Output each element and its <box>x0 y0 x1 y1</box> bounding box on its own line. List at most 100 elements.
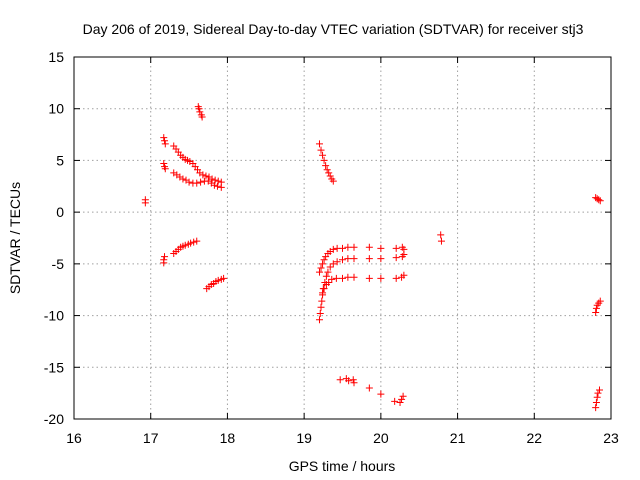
data-point-marker <box>190 238 198 246</box>
x-tick-label: 22 <box>526 430 542 446</box>
data-point-marker <box>187 239 195 247</box>
data-point-marker <box>179 175 187 183</box>
data-point-marker <box>214 276 222 284</box>
data-point-marker <box>213 182 221 190</box>
data-point-marker <box>595 386 603 394</box>
data-point-marker <box>210 181 218 189</box>
data-point-marker <box>160 160 168 168</box>
data-point-marker <box>319 260 327 268</box>
x-tick-label: 18 <box>220 430 236 446</box>
data-point-marker <box>181 241 189 249</box>
axis-ticks: 16 17 18 19 20 21 22 23 -20 -15 -10 -5 0 5 10 15 <box>44 49 619 446</box>
y-tick-label: 10 <box>48 101 64 117</box>
data-point-marker <box>319 289 327 297</box>
data-point-marker <box>344 255 352 263</box>
y-tick-label: 5 <box>56 152 64 168</box>
y-axis-label: SDTVAR / TECUs <box>7 182 23 294</box>
data-point-marker <box>437 237 445 245</box>
data-point-marker <box>592 308 600 316</box>
data-point-marker <box>320 256 328 264</box>
data-point-marker <box>365 255 373 263</box>
data-point-marker <box>329 245 337 253</box>
data-point-marker <box>377 390 385 398</box>
data-point-marker <box>317 264 325 272</box>
data-point-marker <box>220 274 228 282</box>
data-point-marker <box>596 197 604 205</box>
data-point-marker <box>319 151 327 159</box>
data-point-marker <box>339 244 346 252</box>
data-point-marker <box>161 140 169 148</box>
data-point-marker <box>594 389 602 397</box>
data-point-marker <box>193 237 201 245</box>
y-tick-label: 15 <box>48 49 64 65</box>
data-point-marker <box>202 172 210 180</box>
data-point-marker <box>377 255 385 263</box>
y-tick-label: -5 <box>52 256 65 272</box>
data-point-marker <box>161 165 169 173</box>
data-point-marker <box>196 108 204 116</box>
data-point-marker <box>318 297 326 305</box>
y-tick-label: 0 <box>56 204 64 220</box>
x-tick-label: 21 <box>450 430 466 446</box>
data-point-marker <box>350 273 358 281</box>
data-point-marker <box>400 271 408 279</box>
data-point-marker <box>392 274 400 282</box>
data-point-marker <box>214 177 222 185</box>
data-point-marker <box>339 274 346 282</box>
data-point-marker <box>592 398 600 406</box>
data-point-marker <box>392 254 400 262</box>
data-point-marker <box>198 113 206 121</box>
data-point-marker <box>320 285 328 293</box>
data-point-marker <box>326 263 334 271</box>
data-point-marker <box>325 169 333 177</box>
data-point-marker <box>315 316 323 324</box>
data-point-marker <box>316 310 324 318</box>
data-point-marker <box>595 196 603 204</box>
y-tick-label: -15 <box>44 359 64 375</box>
data-point-marker <box>592 404 600 412</box>
x-tick-label: 17 <box>143 430 159 446</box>
data-point-marker <box>324 268 332 276</box>
data-point-marker <box>350 243 358 251</box>
data-point-marker <box>217 183 225 191</box>
data-point-marker <box>315 140 323 148</box>
data-point-marker <box>208 175 216 183</box>
y-tick-label: -20 <box>44 411 64 427</box>
data-point-marker <box>365 243 373 251</box>
data-point-marker <box>377 244 385 252</box>
data-point-marker <box>141 199 149 207</box>
data-point-marker <box>377 274 385 282</box>
data-point-marker <box>323 166 331 174</box>
x-tick-label: 20 <box>373 430 389 446</box>
data-point-marker <box>332 274 340 282</box>
data-point-marker <box>400 245 408 253</box>
data-point-marker <box>197 178 205 186</box>
data-point-marker <box>329 177 337 185</box>
data-point-marker <box>350 379 358 387</box>
data-point-marker <box>399 392 407 400</box>
plot-frame <box>73 56 612 420</box>
data-point-marker <box>322 162 330 170</box>
data-point-marker <box>365 274 373 282</box>
data-point-marker <box>160 134 168 142</box>
data-point-marker <box>592 304 600 312</box>
data-point-marker <box>160 259 168 267</box>
data-point-marker <box>365 384 373 392</box>
data-point-marker <box>596 297 604 305</box>
data-point-marker <box>322 272 330 280</box>
data-point-marker <box>333 258 341 266</box>
x-tick-label: 23 <box>603 430 619 446</box>
data-point-marker <box>161 137 169 145</box>
data-point-marker <box>161 253 169 261</box>
data-point-marker <box>185 178 193 186</box>
data-point-marker <box>339 256 346 264</box>
data-point-marker <box>344 243 352 251</box>
data-point-marker <box>317 146 325 154</box>
data-point-marker <box>593 393 601 401</box>
data-markers <box>141 103 604 412</box>
data-point-marker <box>326 172 334 180</box>
data-point-marker <box>392 244 400 252</box>
grid-lines <box>74 57 611 419</box>
data-point-marker <box>437 231 445 239</box>
